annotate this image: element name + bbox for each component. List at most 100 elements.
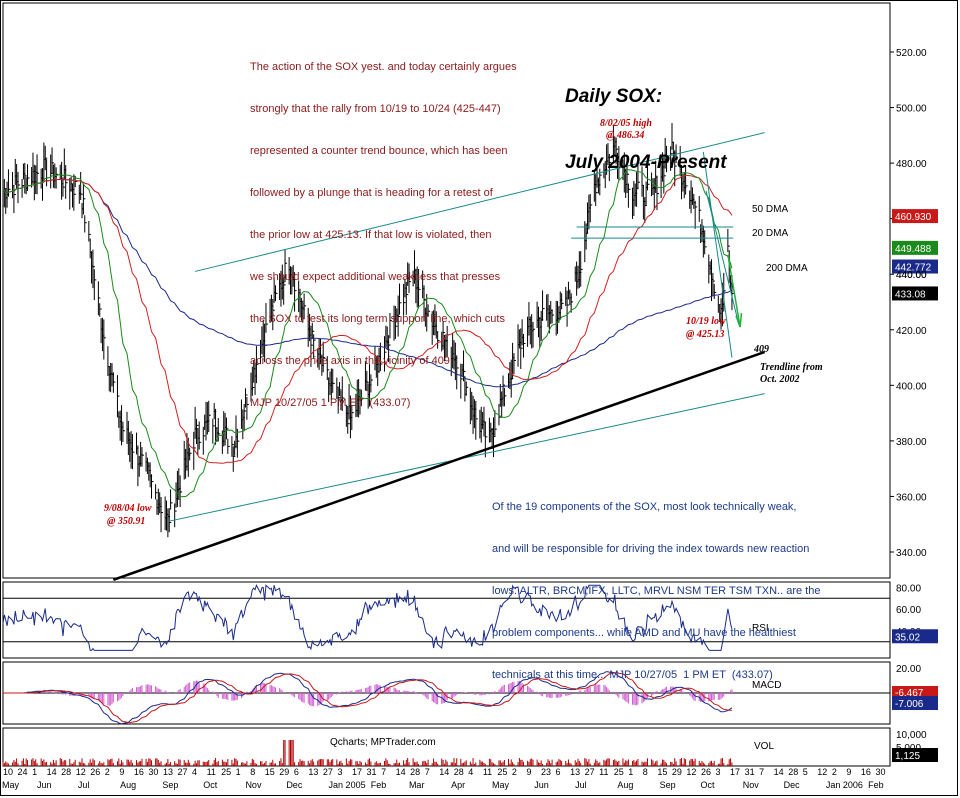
x-day-label: 15	[265, 767, 275, 777]
ma-value-box	[892, 209, 938, 224]
top-commentary-line: across the price axis in the vicinity of…	[250, 355, 453, 367]
x-day-label: 9	[526, 767, 531, 777]
macd-line	[3, 671, 733, 725]
x-day-label: 12	[686, 767, 696, 777]
x-day-label: 7	[381, 767, 386, 777]
long-term-trendline	[112, 350, 766, 581]
chart-title: Daily SOX: July 2004-Present	[565, 42, 727, 196]
falling-channel-line	[705, 190, 740, 325]
x-day-label: 14	[47, 767, 57, 777]
ma-label: 20 DMA	[752, 228, 788, 239]
x-day-label: 4	[468, 767, 473, 777]
volume-value-label: 1,125	[895, 751, 920, 762]
bottom-commentary-line: problem components... while AMD and MU h…	[492, 627, 796, 639]
top-commentary-line: followed by a plunge that is heading for…	[250, 187, 493, 199]
rsi-value-label: 35.02	[895, 632, 920, 643]
rsi-label: RSI	[752, 623, 769, 634]
volume-label: VOL	[754, 741, 774, 752]
volume-y-tick-label: 10,000	[896, 730, 927, 741]
x-day-label: 17	[730, 767, 740, 777]
x-day-label: 16	[861, 767, 871, 777]
price-bars	[2, 123, 734, 538]
x-day-label: 2	[832, 767, 837, 777]
volume-panel-frame	[2, 727, 891, 767]
x-day-label: 14	[774, 767, 784, 777]
x-month-label: Aug	[120, 780, 136, 790]
x-day-label: 12	[76, 767, 86, 777]
last-price-label: 433.08	[895, 289, 926, 300]
volume-bars	[2, 740, 733, 766]
x-day-label: 8	[250, 767, 255, 777]
x-day-label: 4	[192, 767, 197, 777]
source-label: Qcharts; MPTrader.com	[330, 737, 436, 748]
x-day-label: 12	[817, 767, 827, 777]
x-month-label: Nov	[245, 780, 262, 790]
x-day-label: 29	[672, 767, 682, 777]
macd-signal-box	[892, 686, 938, 698]
x-month-label: Jan 2005	[329, 780, 366, 790]
x-day-label: 1	[236, 767, 241, 777]
x-day-label: 28	[410, 767, 420, 777]
macd-value-box	[892, 696, 938, 710]
x-day-label: 25	[497, 767, 507, 777]
last-price-box	[892, 286, 938, 301]
bottom-commentary-line: lows: ALTR, BRCM,IFX, LLTC, MRVL NSM TER…	[492, 585, 821, 597]
x-month-label: May	[2, 780, 20, 790]
rsi-y-tick-label: 60.00	[896, 605, 921, 616]
rsi-value-box	[892, 629, 938, 644]
price-y-tick-label: 400.00	[896, 381, 927, 392]
x-month-label: Mar	[409, 780, 425, 790]
x-day-label: 27	[177, 767, 187, 777]
x-month-label: Aug	[617, 780, 633, 790]
x-day-label: 13	[163, 767, 173, 777]
ma-value-box	[892, 240, 938, 255]
x-day-label: 6	[294, 767, 299, 777]
rsi-y-tick-label: 80.00	[896, 583, 921, 594]
annotation-oct-low-value: @ 425.13	[686, 329, 724, 340]
price-y-tick-label: 520.00	[896, 48, 927, 59]
x-month-label: Dec	[286, 780, 303, 790]
projection-arrow	[727, 254, 741, 328]
x-day-label: 28	[788, 767, 798, 777]
bottom-commentary: Of the 19 components of the SOX, most lo…	[492, 472, 820, 696]
x-day-label: 31	[367, 767, 377, 777]
annotation-high-value: @ 486.34	[606, 130, 644, 141]
bottom-commentary-line: technicals at this time... MJP 10/27/05 …	[492, 669, 773, 681]
x-day-label: 28	[61, 767, 71, 777]
top-commentary-line: strongly that the rally from 10/19 to 10…	[250, 103, 501, 115]
x-day-label: 13	[308, 767, 318, 777]
x-day-label: 9	[846, 767, 851, 777]
ma-label: 200 DMA	[766, 263, 808, 274]
x-month-label: Jul	[575, 780, 587, 790]
price-y-tick-label: 380.00	[896, 437, 927, 448]
x-month-label: Feb	[868, 780, 884, 790]
annotation-trendline-sub: Oct. 2002	[760, 374, 799, 385]
x-day-label: 3	[337, 767, 342, 777]
ma-value-label: 442.772	[895, 263, 932, 274]
x-month-label: Apr	[451, 780, 465, 790]
x-day-label: 5	[803, 767, 808, 777]
x-month-label: Jun	[534, 780, 549, 790]
x-day-label: 3	[716, 767, 721, 777]
x-day-label: 14	[439, 767, 449, 777]
x-day-label: 28	[454, 767, 464, 777]
top-commentary: The action of the SOX yest. and today ce…	[250, 32, 517, 424]
x-month-label: Dec	[784, 780, 801, 790]
price-panel-frame	[2, 2, 891, 579]
ma-value-box	[892, 259, 938, 274]
x-day-label: 17	[352, 767, 362, 777]
macd-label: MACD	[752, 680, 781, 691]
x-day-label: 2	[105, 767, 110, 777]
x-month-label: Jan 2006	[826, 780, 863, 790]
x-day-label: 7	[425, 767, 430, 777]
annotation-409: 409	[753, 344, 769, 355]
x-day-label: 11	[207, 767, 216, 777]
x-day-label: 9	[119, 767, 124, 777]
chart-title-line2: July 2004-Present	[565, 152, 727, 173]
x-day-label: 27	[585, 767, 595, 777]
x-day-label: 14	[396, 767, 406, 777]
price-y-tick-label: 500.00	[896, 104, 927, 115]
falling-channel-line	[702, 151, 733, 358]
macd-signal-line	[3, 672, 732, 724]
